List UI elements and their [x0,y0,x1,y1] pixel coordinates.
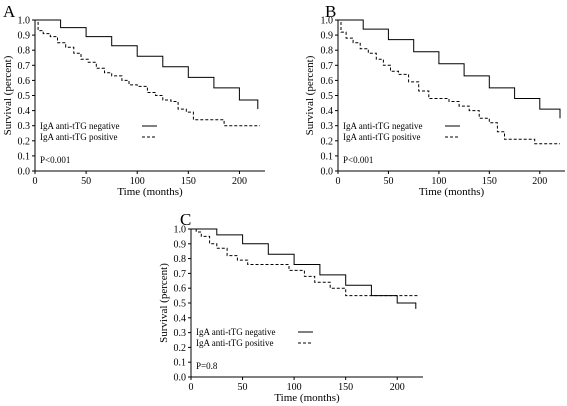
y-tick-label: 1.0 [174,225,187,236]
y-tick-label: 0.3 [321,121,334,132]
y-tick-label: 0.6 [321,76,334,87]
x-tick-label: 50 [81,176,91,187]
y-tick-label: 0.4 [18,106,31,117]
panel-label: C [180,210,191,229]
y-tick-label: 0.9 [174,239,187,250]
y-tick-label: 0.1 [321,151,334,162]
x-tick-label: 200 [232,176,247,187]
series-line-positive [338,19,560,145]
x-tick-label: 50 [238,382,248,393]
legend-label: IgA anti-tTG negative [343,121,422,131]
y-tick-label: 0.2 [321,136,334,147]
x-tick-label: 200 [532,176,547,187]
y-axis-title: Survival (percent) [304,55,316,135]
y-tick-label: 0.7 [18,61,31,72]
x-tick-label: 0 [33,176,38,187]
y-tick-label: 0.8 [321,46,334,57]
x-tick-label: 100 [431,176,446,187]
x-tick-label: 100 [287,382,302,393]
y-tick-label: 0.9 [18,31,31,42]
p-value-annotation: P=0.8 [196,361,218,371]
y-tick-label: 0.2 [18,136,31,147]
x-axis-title: Time (months) [117,186,183,198]
x-axis-title: Time (months) [419,186,485,198]
chart-panel-a: A 0.0 0.1 0.2 0.3 0.4 0.5 0.6 0.7 0.8 0.9 1.0 0 50 100… [2,2,265,198]
y-tick-label: 0.8 [18,46,31,57]
y-tick-label: 0.0 [321,167,334,178]
chart-panel-b: B 0.0 0.1 0.2 0.3 0.4 0.5 0.6 0.7 0.8 0.9 1.0 0 50 100… [304,2,565,198]
y-tick-label: 0.5 [18,91,31,102]
x-tick-label: 100 [130,176,145,187]
y-tick-label: 0.0 [174,373,187,384]
panel-label: A [3,2,16,21]
x-tick-label: 0 [189,382,194,393]
y-tick-label: 0.2 [174,343,187,354]
y-tick-label: 1.0 [321,16,334,27]
y-tick-label: 0.3 [174,328,187,339]
x-tick-label: 0 [336,176,341,187]
x-axis-title: Time (months) [274,392,340,404]
y-tick-label: 0.4 [321,106,334,117]
y-tick-label: 1.0 [18,16,31,27]
y-tick-label: 0.7 [174,269,187,280]
y-axis-title: Survival (percent) [2,55,14,135]
y-tick-label: 0.5 [321,91,334,102]
y-tick-label: 0.7 [321,61,334,72]
x-tick-label: 200 [390,382,405,393]
legend-label: IgA anti-tTG negative [40,121,119,131]
y-axis-title: Survival (percent) [158,263,170,343]
y-tick-label: 0.0 [18,167,31,178]
x-tick-label: 50 [383,176,393,187]
x-tick-label: 150 [338,382,353,393]
legend-label: IgA anti-tTG negative [196,327,275,337]
chart-panel-c: C 0.0 0.1 0.2 0.3 0.4 0.5 0.6 0.7 0.8 0.9 1.0 0 50 100… [158,210,423,404]
series-line-negative [35,19,259,110]
y-tick-label: 0.6 [174,284,187,295]
series-line-negative [338,19,561,119]
y-tick-label: 0.6 [18,76,31,87]
y-tick-label: 0.8 [174,254,187,265]
y-tick-label: 0.5 [174,299,187,310]
series-line-negative [191,228,417,309]
legend-label: IgA anti-tTG positive [40,132,118,142]
x-tick-label: 150 [181,176,196,187]
y-tick-label: 0.3 [18,121,31,132]
series-line-positive [191,228,418,297]
p-value-annotation: P<0.001 [343,155,373,165]
p-value-annotation: P<0.001 [40,155,70,165]
panel-label: B [325,2,336,21]
y-tick-label: 0.1 [18,151,31,162]
series-line-positive [35,19,260,127]
y-tick-label: 0.9 [321,31,334,42]
y-tick-label: 0.1 [174,358,187,369]
legend-label: IgA anti-tTG positive [196,338,274,348]
y-tick-label: 0.4 [174,313,187,324]
x-tick-label: 150 [482,176,497,187]
legend-label: IgA anti-tTG positive [343,132,421,142]
